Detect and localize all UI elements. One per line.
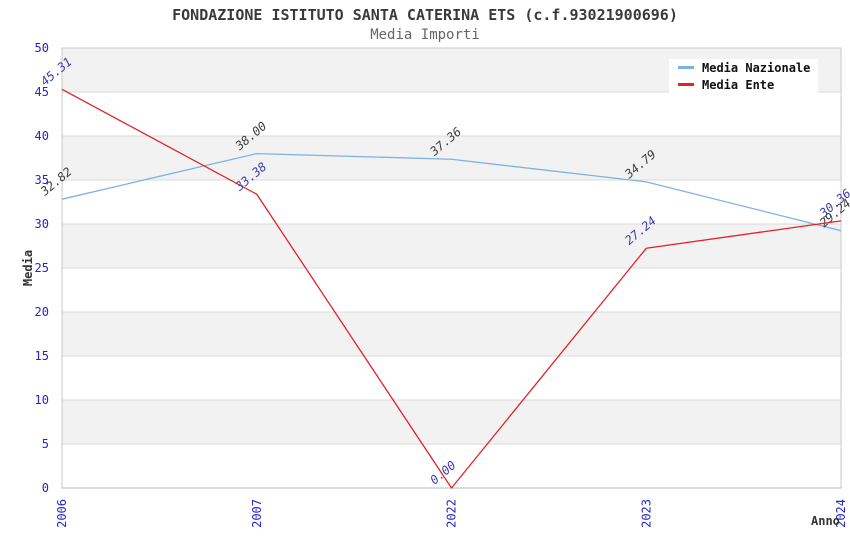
y-tick-label: 25 <box>35 261 49 275</box>
legend: Media Nazionale Media Ente <box>669 59 818 93</box>
y-tick-label: 0 <box>42 481 49 495</box>
y-tick-label: 35 <box>35 173 49 187</box>
y-tick-label: 15 <box>35 349 49 363</box>
legend-item-media-ente[interactable]: Media Ente <box>669 78 818 92</box>
y-tick-label: 5 <box>42 437 49 451</box>
y-tick-label: 30 <box>35 217 49 231</box>
legend-line-swatch-nazionale <box>678 66 694 69</box>
x-tick-label: 2022 <box>445 499 459 528</box>
y-tick-label: 45 <box>35 85 49 99</box>
legend-line-swatch-ente <box>678 83 694 86</box>
plot-band <box>62 136 841 180</box>
y-tick-label: 20 <box>35 305 49 319</box>
plot-band <box>62 224 841 268</box>
x-tick-label: 2023 <box>639 499 653 528</box>
chart-title: FONDAZIONE ISTITUTO SANTA CATERINA ETS (… <box>172 6 678 24</box>
x-tick-label: 2024 <box>834 499 848 528</box>
series-line-media-nazionale[interactable] <box>61 152 842 232</box>
y-tick-label: 50 <box>35 41 49 55</box>
x-axis-title: Anno <box>811 514 840 528</box>
y-axis-title: Media <box>21 249 35 287</box>
y-tick-label: 10 <box>35 393 49 407</box>
x-tick-label: 2007 <box>250 499 264 528</box>
data-label-media-ente: 0.00 <box>427 458 458 487</box>
legend-label: Media Ente <box>702 77 775 92</box>
plot-band <box>62 312 841 356</box>
y-tick-label: 40 <box>35 129 49 143</box>
legend-item-media-nazionale[interactable]: Media Nazionale <box>669 61 818 75</box>
chart-subtitle: Media Importi <box>370 27 480 43</box>
legend-label: Media Nazionale <box>702 60 811 75</box>
plot-band <box>62 400 841 444</box>
series-line-media-ente[interactable] <box>61 88 842 489</box>
x-tick-label: 2006 <box>55 499 69 528</box>
